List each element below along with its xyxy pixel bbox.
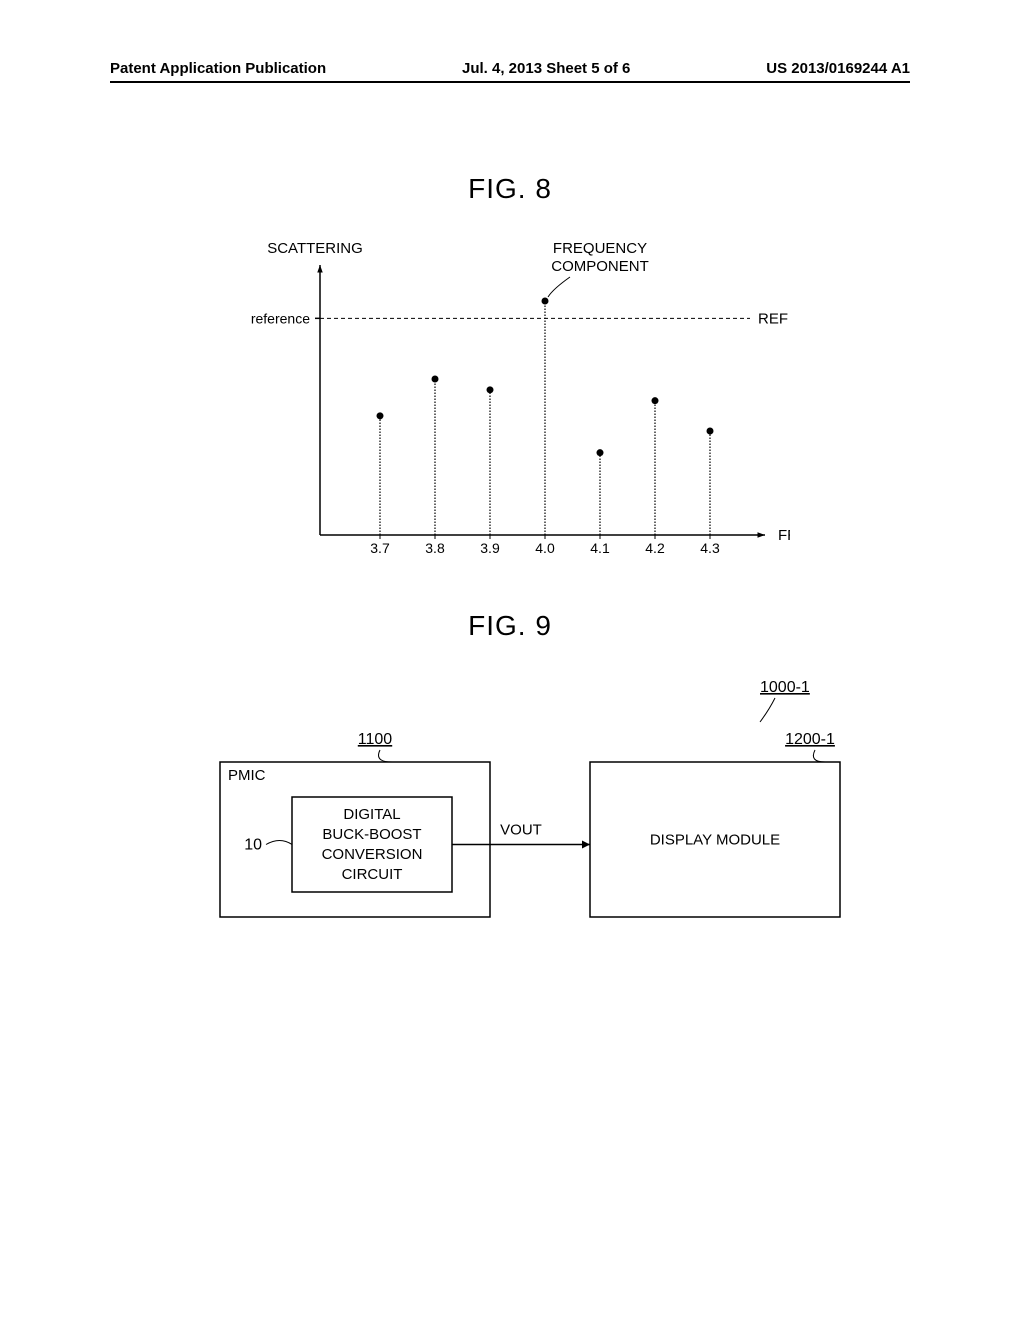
page-header: Patent Application Publication Jul. 4, 2… (110, 60, 910, 83)
svg-text:EXCESSIVE: EXCESSIVE (557, 235, 642, 239)
svg-text:DEGREE OF: DEGREE OF (271, 235, 359, 239)
svg-text:CONVERSION: CONVERSION (322, 846, 423, 863)
fig8-chart: DEGREE OFSCATTERINGFREQUENCY[MHz]referen… (230, 235, 790, 595)
svg-text:10: 10 (244, 837, 262, 854)
svg-text:REF: REF (758, 310, 788, 327)
svg-text:FREQUENCY: FREQUENCY (553, 240, 647, 257)
svg-text:DIGITAL: DIGITAL (343, 806, 400, 823)
svg-text:4.2: 4.2 (645, 540, 665, 556)
svg-text:3.9: 3.9 (480, 540, 500, 556)
svg-text:reference: reference (251, 310, 310, 326)
header-center: Jul. 4, 2013 Sheet 5 of 6 (462, 60, 630, 77)
svg-text:4.3: 4.3 (700, 540, 720, 556)
svg-text:CIRCUIT: CIRCUIT (342, 866, 403, 883)
svg-text:1000-1: 1000-1 (760, 679, 810, 696)
svg-text:4.1: 4.1 (590, 540, 610, 556)
svg-text:1100: 1100 (358, 731, 393, 748)
svg-text:VOUT: VOUT (500, 822, 542, 839)
fig8-title: FIG. 8 (110, 173, 910, 205)
svg-text:COMPONENT: COMPONENT (551, 258, 649, 275)
fig8-svg: DEGREE OFSCATTERINGFREQUENCY[MHz]referen… (230, 235, 790, 595)
svg-text:1200-1: 1200-1 (785, 731, 835, 748)
svg-text:SCATTERING: SCATTERING (267, 240, 363, 257)
svg-text:4.0: 4.0 (535, 540, 555, 556)
svg-text:FREQUENCY: FREQUENCY (778, 527, 790, 544)
header-left: Patent Application Publication (110, 60, 326, 77)
fig9-title: FIG. 9 (110, 610, 910, 642)
svg-text:DISPLAY MODULE: DISPLAY MODULE (650, 832, 780, 849)
fig9-diagram: 1000-1 PMIC 1100 DIGITAL BUCK-BOOST CONVERSIO… (160, 672, 860, 932)
svg-text:BUCK-BOOST: BUCK-BOOST (322, 826, 421, 843)
fig9-svg: 1000-1 PMIC 1100 DIGITAL BUCK-BOOST CONVERSIO… (160, 672, 860, 932)
svg-text:3.8: 3.8 (425, 540, 445, 556)
header-right: US 2013/0169244 A1 (766, 60, 910, 77)
svg-text:3.7: 3.7 (370, 540, 390, 556)
page-content: Patent Application Publication Jul. 4, 2… (110, 60, 910, 1260)
svg-text:PMIC: PMIC (228, 767, 266, 784)
